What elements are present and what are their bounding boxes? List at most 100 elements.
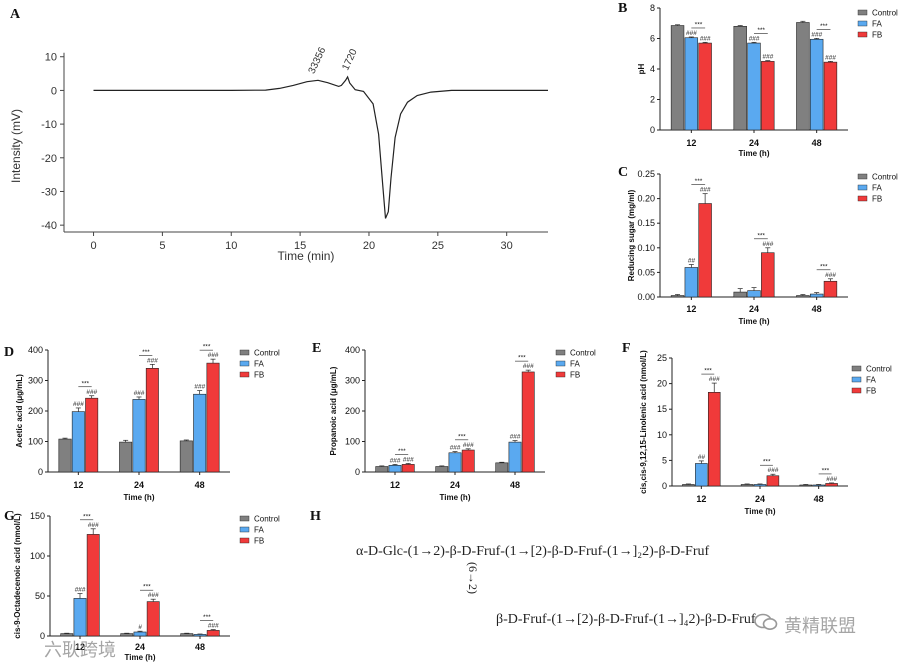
x-tick-label-d: 48 [195,480,205,490]
sig-mark-fb: ### [463,442,474,449]
x-tick-label-a: 30 [501,240,513,252]
bar-control [120,633,134,637]
x-axis-label-a: Time (min) [278,249,335,263]
sig-mark-pair: *** [458,433,466,440]
x-tick-label-b: 12 [686,138,696,148]
x-tick-label-c: 48 [812,304,822,314]
y-tick-label-g: 150 [30,511,45,521]
panel-label-e: E [312,341,321,356]
y-tick-label-b: 8 [650,3,655,13]
y-axis-label-b: pH [637,63,646,74]
bar-fb [206,630,220,637]
bar-fa [193,634,207,637]
y-axis-label-e: Propanoic acid (μg/mL) [329,366,338,455]
y-tick-label-b: 4 [650,64,655,74]
legend-label-fb: FB [872,31,882,40]
sig-mark-fa: # [138,624,142,631]
bar-control [495,462,509,473]
x-tick-label-b: 24 [749,138,759,148]
sig-mark-fa: ### [686,30,697,37]
sig-mark-fa: ### [75,587,86,594]
sig-mark-fb: ### [825,272,836,279]
bar-control [733,25,747,131]
panel-label-h: H [310,509,321,524]
sig-mark-pair: *** [821,467,829,474]
sig-mark-fb: ### [700,187,711,194]
sig-mark-pair: *** [763,459,771,466]
sig-mark-pair: *** [81,380,89,387]
x-tick-label-c: 24 [749,304,759,314]
structure-linkage: (6→2) [466,562,480,594]
sig-mark-pair: *** [694,21,702,28]
legend-swatch-fb [239,537,250,544]
sig-mark-pair: *** [704,368,712,375]
y-tick-label-b: 2 [650,95,655,105]
y-tick-label-d: 300 [28,376,43,386]
bar-control [58,438,72,473]
x-tick-label-f: 48 [814,494,824,504]
sig-mark-pair: *** [398,448,406,455]
sig-mark-fa: ### [390,457,401,464]
panel-label-b: B [618,1,627,16]
legend-label-fb: FB [254,537,264,546]
x-tick-label-a: 25 [432,240,444,252]
sig-mark-fb: ### [86,389,97,396]
sig-mark-fb: ### [825,54,836,61]
x-tick-label-d: 24 [134,480,144,490]
bar-fa [132,399,146,473]
watermark-left: 六耿跨境 [44,640,116,661]
legend-label-fb: FB [570,371,580,380]
y-tick-label-e: 0 [355,467,360,477]
y-tick-label-f: 0 [662,481,667,491]
chart-e: E 0 100 200 300 400 Propanoic acid (μg/mL) 12 ##… [312,341,596,502]
sig-mark-pair: *** [203,344,211,351]
bar-fa [809,293,824,298]
y-tick-label-e: 100 [345,437,360,447]
legend-label-control: Control [866,365,892,374]
bar-fb [461,449,475,473]
x-axis-label-e: Time (h) [440,493,471,502]
y-tick-label-a: -30 [41,186,57,198]
y-tick-label-f: 5 [662,455,667,465]
legend-swatch-fb [857,31,868,38]
legend-label-fb: FB [866,387,876,396]
legend-swatch-fa [857,20,868,27]
bar-fa [695,463,708,487]
sig-mark-fb: ### [826,476,837,483]
bar-fb [698,42,712,131]
chart-g: G 0 50 100 150 cis-9-Octadecenoic acid (nmol/… [4,509,280,662]
legend-swatch-fa [239,360,250,367]
bar-fb [146,601,160,637]
y-tick-label-c: 0.05 [637,267,655,277]
sig-mark-pair: *** [203,614,211,621]
x-tick-label-g: 48 [195,642,205,652]
chart-b: B02468pH12######***24######***48######**… [618,1,898,158]
legend-label-fa: FA [872,184,882,193]
sig-mark-fb: ### [147,357,158,364]
x-tick-label-a: 5 [159,240,165,252]
wechat-icon [754,612,778,632]
bar-fa [747,42,761,131]
legend-swatch-control [239,349,250,356]
sig-mark-fb: ### [403,456,414,463]
y-tick-label-c: 0.00 [637,292,655,302]
y-axis-label-c: Reducing sugar (mg/ml) [627,189,636,281]
sig-mark-fa: ### [749,35,760,42]
chart-c: C 0.00 0.05 0.10 0.15 0.20 0.25 Reducing sugar … [618,165,898,326]
bar-fa [809,38,824,131]
bar-fb [761,252,775,298]
bar-control [670,25,685,131]
bar-fb [86,534,100,637]
x-tick-label-e: 48 [510,480,520,490]
bar-fb [761,61,775,131]
y-tick-label-c: 0.25 [637,169,655,179]
y-tick-label-g: 50 [35,591,45,601]
x-tick-label-e: 24 [450,480,460,490]
sig-mark-pair: *** [83,513,91,520]
bar-fa [133,631,147,637]
legend-label-fa: FA [254,360,264,369]
legend-swatch-fb [857,195,868,202]
x-tick-label-g: 24 [135,642,145,652]
